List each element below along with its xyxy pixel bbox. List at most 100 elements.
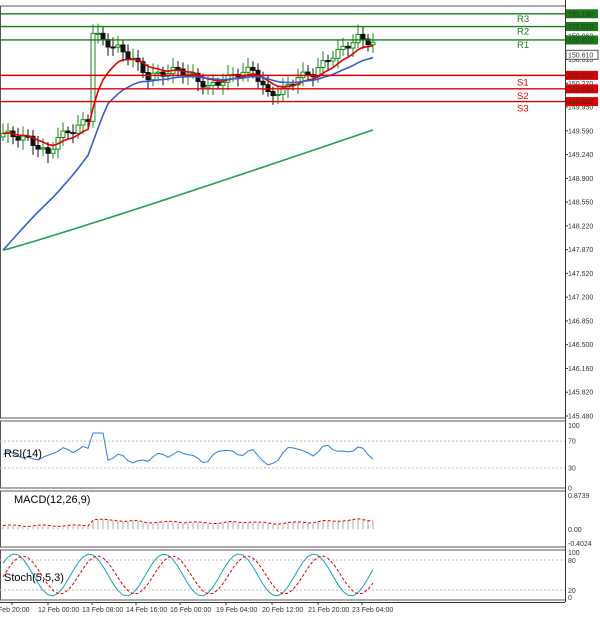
candle-body [50, 148, 56, 154]
candle-body [65, 130, 71, 134]
candle-body [30, 135, 36, 146]
price-tick-label: 146.160 [568, 366, 593, 373]
level-price-label: 150.320 [568, 73, 593, 80]
candle-body [60, 130, 66, 138]
level-price-label: 149.950 [568, 99, 593, 106]
candle-body [180, 68, 186, 77]
candle-body [215, 81, 221, 86]
candle-body [150, 72, 156, 81]
stoch-tick-label: 20 [568, 588, 576, 595]
candle-body [120, 44, 126, 53]
price-tick-label: 149.590 [568, 128, 593, 135]
candle-body [155, 71, 161, 74]
ma-slow-line [2, 129, 374, 252]
price-tick-label: 146.500 [568, 342, 593, 349]
price-tick-label: 149.950 [568, 105, 593, 112]
stoch-d-line [2, 555, 374, 595]
candle-body [335, 48, 341, 59]
level-price-box [566, 22, 598, 32]
candle-body [345, 45, 351, 49]
candle-body [220, 81, 226, 86]
stoch-panel [0, 549, 566, 601]
price-tick-label: 147.520 [568, 271, 593, 278]
time-tick-label: 14 Feb 16:00 [126, 607, 167, 614]
price-tick-label: 150.270 [568, 81, 593, 88]
candle-body [45, 147, 51, 154]
candle-body [80, 119, 86, 126]
level-price-box [566, 84, 598, 94]
rsi-tick-label: 30 [568, 465, 576, 472]
ma-fast-line [2, 44, 374, 147]
price-tick-label: 145.480 [568, 414, 593, 421]
level-price-label: 150.130 [568, 86, 593, 93]
main-panel [0, 5, 566, 419]
candle-body [125, 51, 131, 60]
current-price-box [565, 49, 599, 60]
macd-tick-label: 0.00 [568, 527, 582, 534]
candle-body [365, 38, 371, 46]
time-tick-label: 19 Feb 04:00 [216, 607, 257, 614]
price-tick-label: 149.240 [568, 152, 593, 159]
candle-body [330, 57, 336, 62]
candle-body [75, 124, 81, 134]
candle-body [250, 66, 256, 71]
ma-mid-line [2, 56, 374, 251]
candle-body [200, 80, 206, 88]
candle-body [280, 87, 286, 96]
candle-body [160, 71, 166, 77]
level-price-label: 150.820 [568, 37, 593, 44]
candle-body [145, 72, 151, 81]
candle-body [320, 60, 326, 69]
candle-body [110, 46, 116, 49]
candle-body [35, 144, 41, 150]
level-name-r1: R1 [517, 40, 529, 51]
stoch-tick-label: 0 [568, 595, 572, 602]
candle-body [265, 84, 271, 92]
time-tick-label: 16 Feb 00:00 [170, 607, 211, 614]
level-name-s3: S3 [517, 104, 529, 115]
level-price-label: 151.010 [568, 24, 593, 31]
macd-panel [0, 490, 566, 548]
candle-body [140, 61, 146, 74]
macd-tick-label: -0.4024 [568, 541, 592, 548]
candle-body [260, 80, 266, 86]
rsi-title: RSI(14) [4, 448, 42, 460]
candle-body [40, 147, 46, 150]
stoch-k-line [2, 553, 374, 597]
time-tick-label: 13 Feb 08:00 [82, 607, 123, 614]
level-name-s1: S1 [517, 77, 529, 88]
candle-body [15, 136, 21, 141]
price-tick-label: 146.850 [568, 318, 593, 325]
level-price-box [566, 9, 598, 19]
candle-body [355, 33, 361, 44]
stoch-title: Stoch(5,5,3) [4, 572, 64, 584]
price-tick-label: 148.220 [568, 223, 593, 230]
stoch-tick-label: 100 [568, 550, 580, 557]
candle-body [90, 32, 96, 122]
level-name-s2: S2 [517, 91, 529, 102]
rsi-line [2, 432, 374, 466]
time-tick-label: 20 Feb 12:00 [262, 607, 303, 614]
candle-body [70, 132, 76, 135]
stoch-tick-label: 80 [568, 558, 576, 565]
candle-body [325, 60, 331, 63]
price-tick-label: 148.900 [568, 176, 593, 183]
level-name-r2: R2 [517, 27, 529, 38]
rsi-panel [0, 420, 566, 489]
time-tick-label: Feb 20:00 [0, 607, 30, 614]
candle-body [275, 94, 281, 97]
candle-body [340, 45, 346, 50]
candle-body [245, 66, 251, 73]
candle-body [370, 41, 376, 46]
level-price-label: 151.190 [568, 11, 593, 18]
candle-body [210, 81, 216, 86]
rsi-tick-label: 0 [568, 486, 572, 493]
candle-body [115, 44, 121, 48]
candle-body [350, 42, 356, 49]
candle-body [305, 71, 311, 76]
price-tick-label: 147.870 [568, 247, 593, 254]
time-tick-label: 12 Feb 00:00 [38, 607, 79, 614]
rsi-tick-label: 70 [568, 439, 576, 446]
level-price-box [566, 97, 598, 107]
